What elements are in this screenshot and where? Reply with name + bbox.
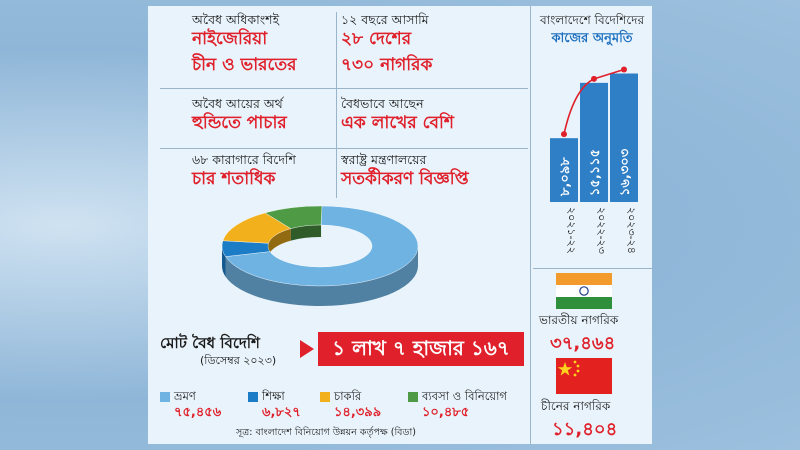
bar-2 [580,82,608,202]
legend-value-3: ১৪,৩৯৯ [334,405,382,420]
legend-label-3: চাকরি [334,389,362,403]
bar-1 [550,138,578,202]
china-label: চীনের নাগরিক [541,399,611,413]
fact-5-line-2: চার শতাধিক [192,169,276,189]
right-divider [530,6,531,444]
bar-subtitle: কাজের অনুমতি [550,29,633,47]
bar-title: বাংলাদেশে বিদেশিদের [539,13,645,27]
india-label: ভারতীয় নাগরিক [539,313,619,327]
fact-3-line-2: হুন্ডিতে পাচার [192,113,287,133]
fact-2-line-2: ২৮ দেশের [341,29,412,49]
legend-swatch-2 [248,392,258,402]
donut-chart [221,205,419,306]
legend-value-2: ৬,৮২৭ [262,405,301,420]
donut-wall-2 [222,246,226,277]
legend-value-1: ৭৫,৪৫৬ [174,405,222,420]
bar-trend-point-3 [621,66,627,73]
donut-wall-1 [225,246,418,306]
china-value: ১১,৪০৪ [552,419,618,440]
fact-1-line-2: নাইজেরিয়া [192,29,268,49]
donut-inner-wall-3 [268,228,291,256]
donut-slice-4 [264,205,323,229]
legend-label-2: শিক্ষা [262,389,285,403]
fact-3-line-1: অবৈধ আয়ের অর্থ [192,96,283,111]
bar-value-label-3: ১৬,৩০৩ [618,148,633,196]
total-sub: (ডিসেম্বর ২০২৩) [200,354,277,367]
bar-3 [610,73,638,202]
fact-6-line-1: স্বরাষ্ট্র মন্ত্রণালয়ের [341,152,427,167]
source-note: সূত্র: বাংলাদেশ বিনিয়োগ উন্নয়ন কর্তৃপক… [236,427,416,438]
donut-inner-wall-4 [290,225,322,241]
total-label: মোট বৈধ বিদেশি [160,334,260,352]
china-flag-icon [556,358,612,394]
legend-swatch-1 [160,392,170,402]
bar-category-label-1: ২০২১-২২ [565,207,578,254]
india-flag-icon [556,273,612,309]
bar-chart: বাংলাদেশে বিদেশিদের কাজের অনুমতি ৮,০৯৮ ২০২১… [539,13,645,254]
legend-swatch-4 [408,392,418,402]
fact-2-line-3: ৭৩০ নাগরিক [341,55,433,75]
fact-2-line-1: ১২ বছরে আসামি [341,12,429,27]
fact-1-line-1: অবৈধ অধিকাংশই [192,12,280,27]
legend-swatch-3 [320,392,330,402]
fact-5-line-1: ৬৮ কারাগারে বিদেশি [192,152,296,167]
total-value: ১ লাখ ৭ হাজার ১৬৭ [332,336,510,360]
facts-divider-vertical [336,12,337,198]
bar-value-label-2: ১৫,১১৫ [588,149,603,196]
infographic-card: অবৈধ অধিকাংশই নাইজেরিয়া চীন ও ভারতের ১২ বছ… [148,6,652,444]
india-value: ৩৭,৪৬৪ [550,333,616,354]
bar-trend-point-2 [591,75,597,82]
total-box [318,332,524,366]
arrow-icon [300,340,314,358]
fact-1-line-3: চীন ও ভারতের [192,55,297,75]
bar-trend-point-1 [561,131,567,138]
legend-label-1: ভ্রমণ [174,389,196,403]
fact-4-line-1: বৈধভাবে আছেন [341,96,424,111]
flag-divider [533,268,652,269]
legend-value-4: ১০,৪৮৫ [422,405,470,420]
bar-category-label-2: ২০২২-২৩ [595,207,608,254]
bar-category-label-3: ২০২৩-২৪ [625,207,638,254]
facts-divider-2 [160,148,528,149]
donut-slice-1 [225,205,419,287]
legend-label-4: ব্যবসা ও বিনিয়োগ [422,389,507,403]
fact-6-line-2: সতর্কীকরণ বিজ্ঞপ্তি [341,169,469,189]
bar-value-label-1: ৮,০৯৮ [558,157,573,197]
facts-divider-1 [160,88,528,89]
fact-4-line-2: এক লাখের বেশি [341,113,454,133]
